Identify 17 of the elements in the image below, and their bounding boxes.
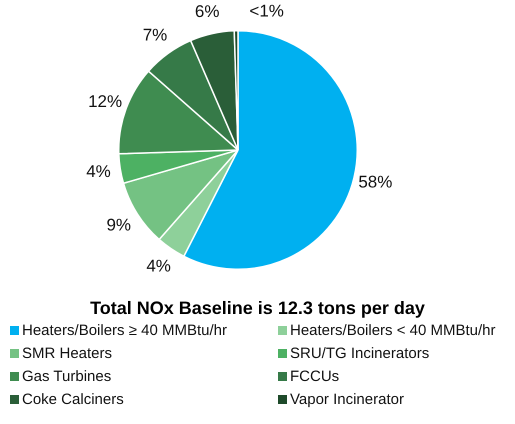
legend-label: Heaters/Boilers ≥ 40 MMBtu/hr [22,322,227,339]
legend-label: SMR Heaters [22,345,112,362]
data-label: 6% [194,2,220,21]
data-label: 4% [146,256,171,276]
legend-label: FCCUs [290,368,340,385]
data-label: 4% [86,162,111,181]
data-label: 58% [358,172,392,192]
legend-label: Heaters/Boilers < 40 MMBtu/hr [290,322,496,339]
legend-label: Gas Turbines [22,368,112,385]
data-label: 12% [88,92,122,111]
legend-label: SRU/TG Incinerators [290,345,430,362]
data-label: 9% [106,215,132,234]
legend-label: Vapor Incinerator [290,391,404,408]
text: Total NOx Baseline is 12.3 tons per day [89,298,426,319]
data-label: <1% [249,1,284,20]
legend-label: Coke Calciners [22,391,124,408]
data-label: 7% [142,25,168,44]
